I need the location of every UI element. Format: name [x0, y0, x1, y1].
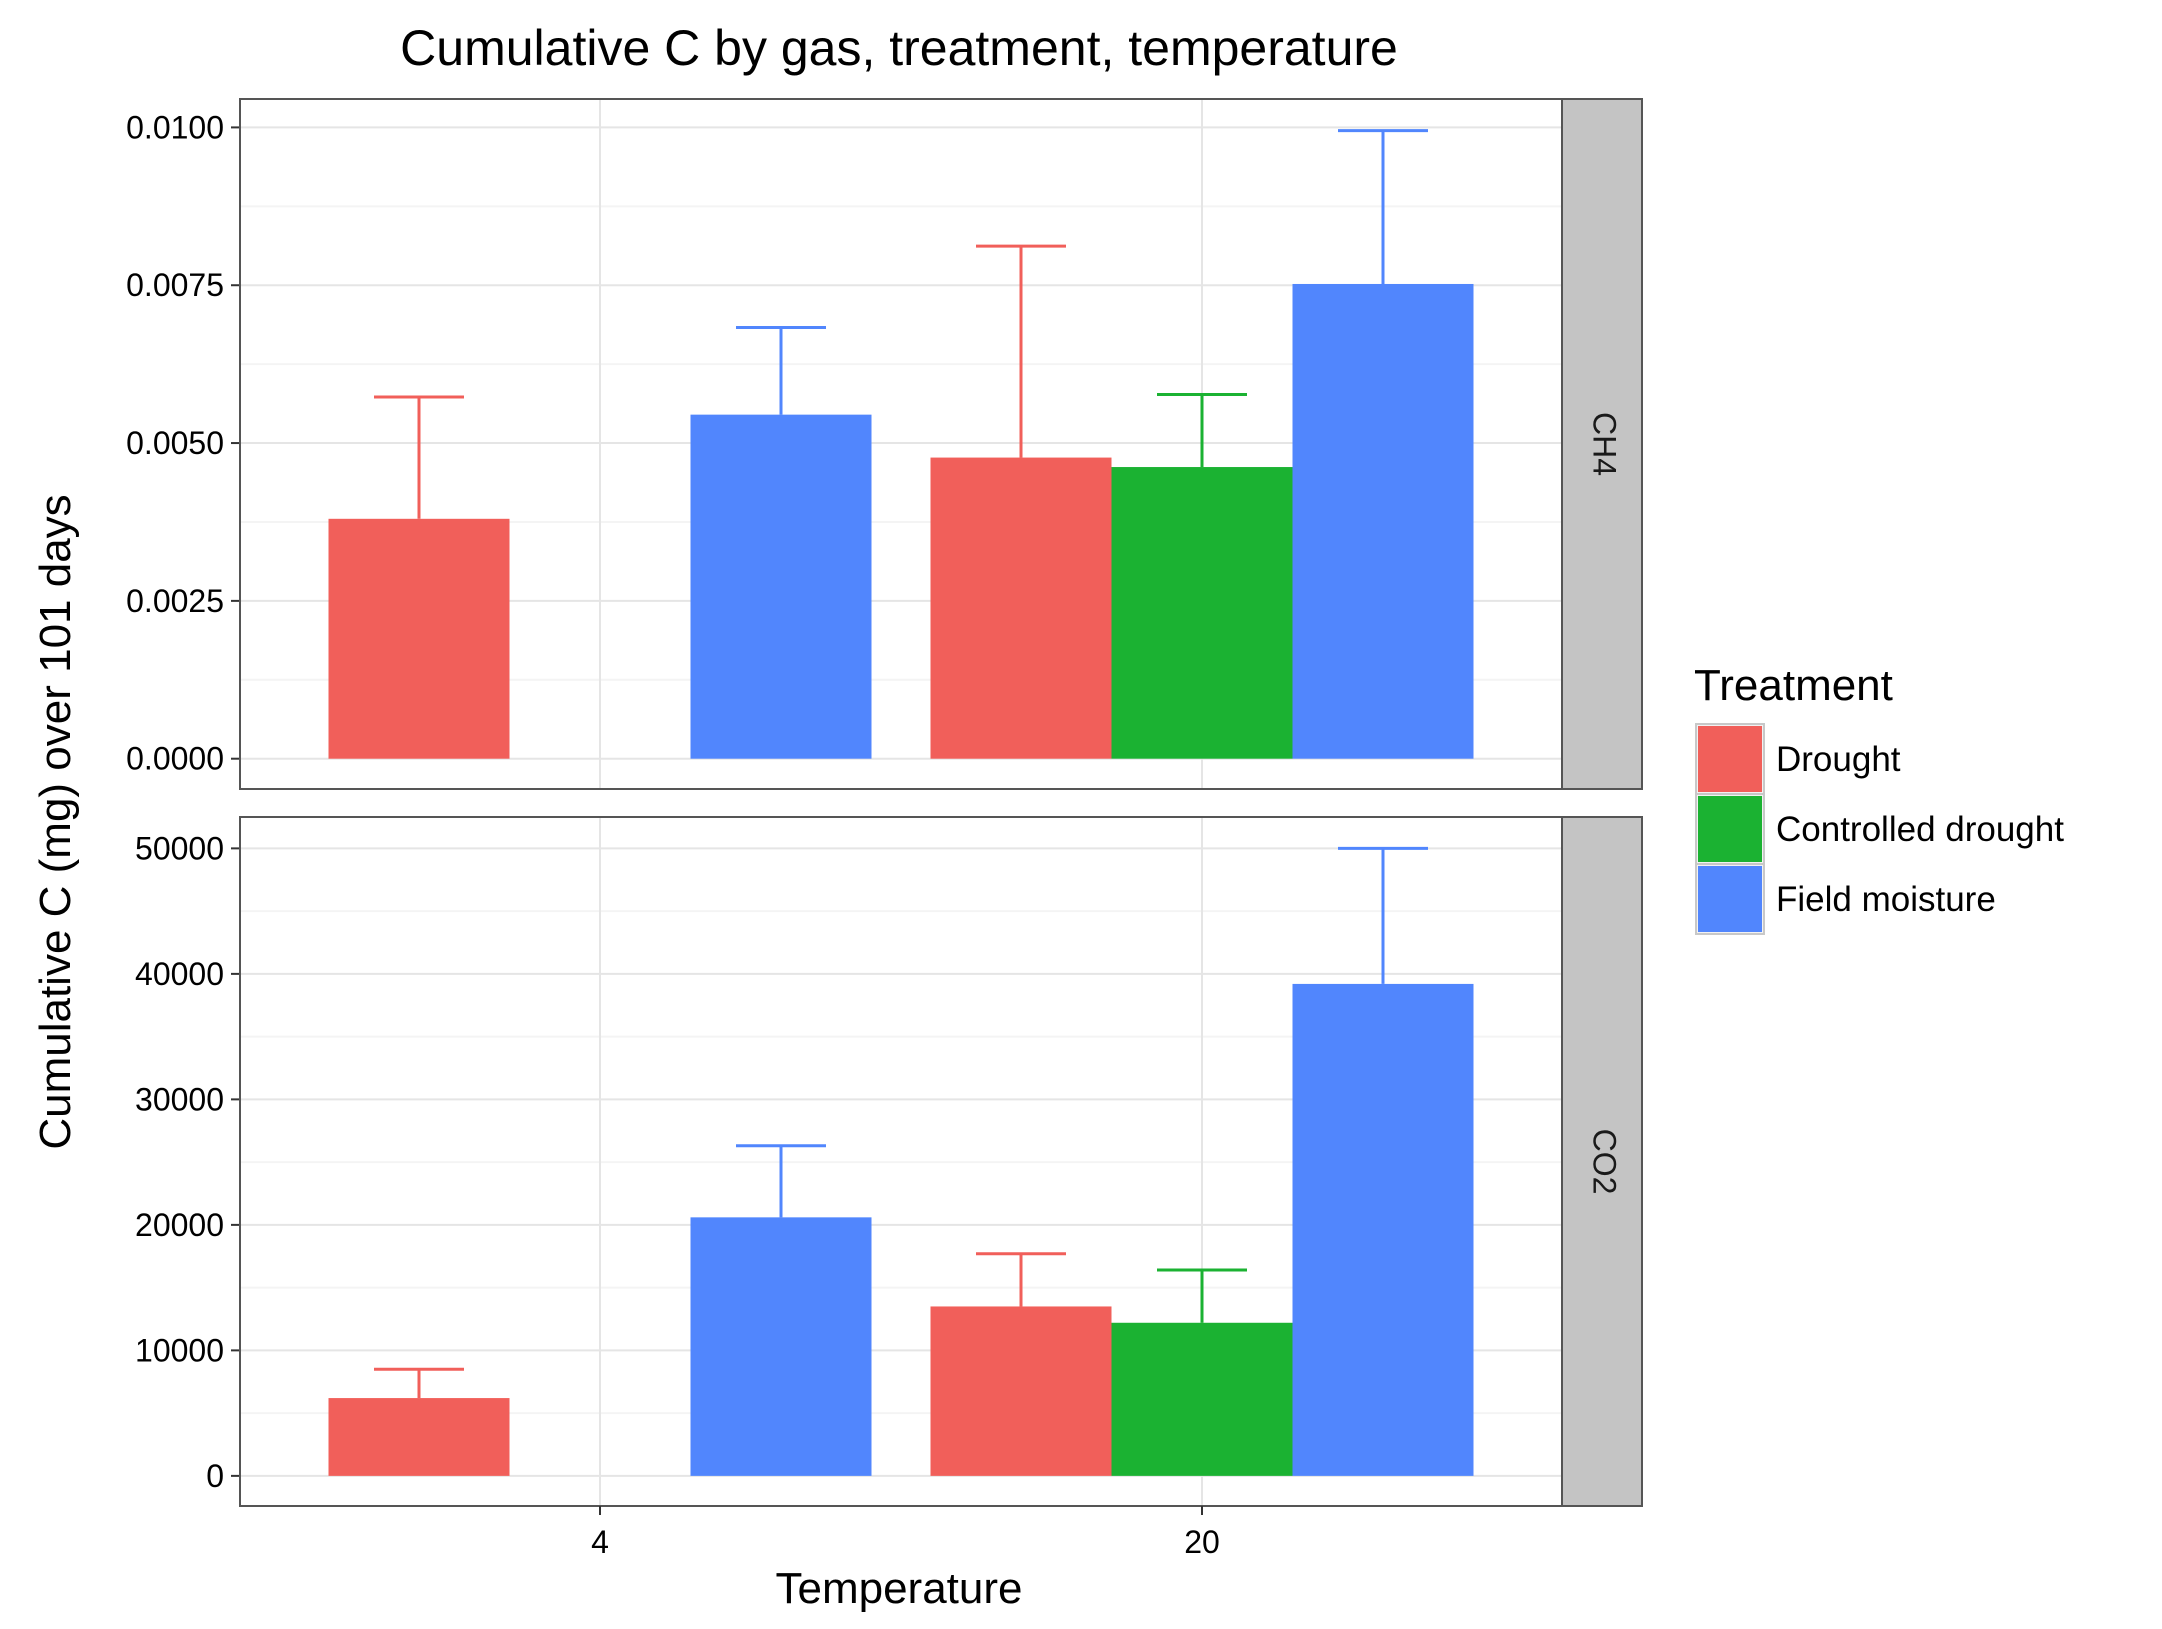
- y-tick-label: 0.0075: [126, 267, 224, 303]
- y-tick-label: 40000: [135, 956, 224, 992]
- bar: [930, 1306, 1112, 1476]
- x-tick-label: 4: [591, 1524, 609, 1560]
- legend-label: Controlled drought: [1776, 810, 2064, 849]
- bar: [690, 1217, 872, 1476]
- bar: [1111, 1322, 1293, 1476]
- x-axis-label: Temperature: [775, 1564, 1022, 1613]
- bar: [690, 414, 872, 759]
- legend-label: Drought: [1776, 740, 1901, 779]
- y-tick-label: 20000: [135, 1207, 224, 1243]
- y-tick-label: 50000: [135, 830, 224, 866]
- bar: [930, 457, 1112, 759]
- plot-panels: 0.0000 0.0025 0.0050 0.0075 0.0100 CH4 0 10000 2…: [126, 98, 1643, 1507]
- legend-items: Drought Controlled drought Field moisture: [1695, 723, 2064, 935]
- y-tick-label: 0.0000: [126, 741, 224, 777]
- bar: [1111, 467, 1293, 759]
- x-axis: 4 20: [591, 1506, 1220, 1560]
- bar: [1292, 283, 1474, 759]
- facet-strip: [1561, 816, 1643, 1507]
- facet-strip-label: CH4: [1587, 412, 1623, 476]
- legend-label: Field moisture: [1776, 880, 1996, 919]
- y-tick-label: 0.0100: [126, 109, 224, 145]
- facet-strip: [1561, 98, 1643, 790]
- legend-key: [1698, 866, 1762, 932]
- bar: [328, 1398, 510, 1476]
- panel-ch4: 0.0000 0.0025 0.0050 0.0075 0.0100 CH4: [126, 98, 1643, 790]
- legend: Treatment Drought Controlled drought Field…: [1694, 661, 2064, 935]
- y-tick-label: 0: [206, 1458, 224, 1494]
- bar: [1292, 983, 1474, 1476]
- y-axis-label: Cumulative C (mg) over 101 days: [31, 494, 80, 1149]
- x-tick-label: 20: [1184, 1524, 1220, 1560]
- legend-key: [1698, 796, 1762, 862]
- y-tick-label: 30000: [135, 1081, 224, 1117]
- y-tick-label: 0.0025: [126, 583, 224, 619]
- facet-strip-label: CO2: [1587, 1129, 1623, 1195]
- legend-title: Treatment: [1694, 661, 1893, 710]
- chart-title: Cumulative C by gas, treatment, temperat…: [400, 20, 1398, 76]
- y-tick-label: 0.0050: [126, 425, 224, 461]
- legend-key: [1698, 726, 1762, 792]
- y-tick-label: 10000: [135, 1332, 224, 1368]
- panel-co2: 0 10000 20000 30000 40000 50000 CO2: [135, 816, 1643, 1507]
- bar: [328, 518, 510, 759]
